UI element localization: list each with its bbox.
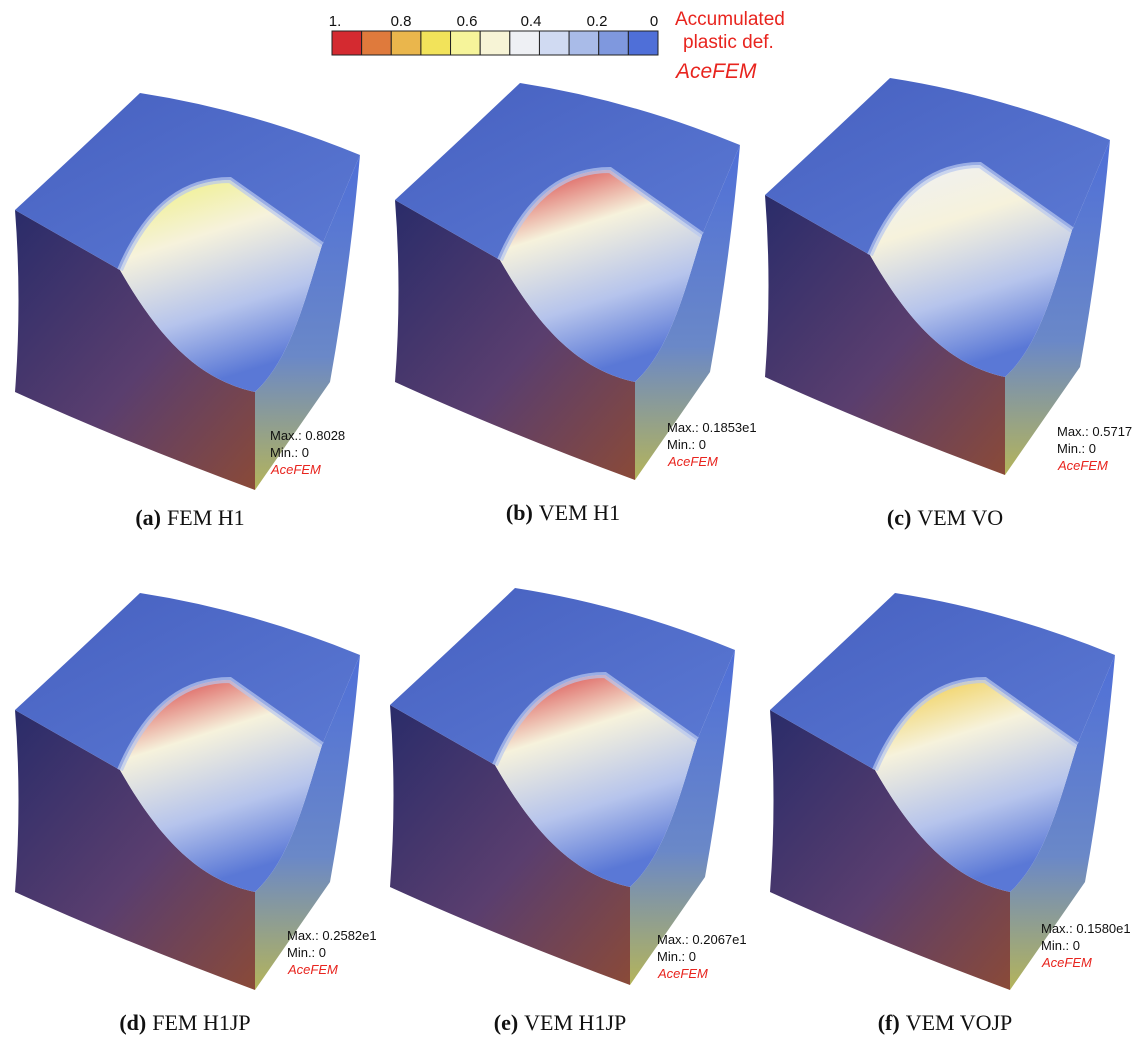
min-label: Min.: 0 xyxy=(657,949,696,964)
colorbar-cell xyxy=(450,30,481,56)
caption: (f) VEM VOJP xyxy=(878,1010,1013,1035)
face-left xyxy=(15,210,255,490)
cut-rim xyxy=(117,676,324,772)
cut-surface xyxy=(870,165,1072,377)
cut-surface xyxy=(500,170,702,382)
colorbar-tick-label: 0.4 xyxy=(521,13,542,30)
legend-title: plastic def. xyxy=(683,32,774,53)
face-right xyxy=(1010,655,1115,990)
colorbar-tick-label: 1. xyxy=(329,13,342,30)
face-top xyxy=(15,93,360,270)
cut-rim xyxy=(867,161,1074,257)
colorbar-cell xyxy=(509,30,540,56)
cut-surface xyxy=(875,680,1077,892)
panel-texts: Max.: 0.8028 Min.: 0 AceFEM (a) FEM H1 Max.: … xyxy=(119,420,1132,1035)
colorbar-cell xyxy=(627,30,659,56)
cubes xyxy=(15,78,1115,990)
cut-rim xyxy=(117,176,324,272)
caption-label: (f) xyxy=(878,1010,900,1035)
face-right xyxy=(255,655,360,990)
colorbar-cell xyxy=(598,30,629,56)
colorbar-tick-label: 0.2 xyxy=(587,13,608,30)
software-label: AceFEM xyxy=(1057,458,1108,473)
caption-text: VEM VO xyxy=(917,505,1003,530)
cut-rim xyxy=(872,676,1079,772)
caption: (a) FEM H1 xyxy=(135,505,244,530)
caption-text: FEM H1JP xyxy=(152,1010,250,1035)
face-left xyxy=(770,710,1010,990)
software-label: AceFEM xyxy=(287,962,338,977)
face-right xyxy=(255,155,360,490)
max-label: Max.: 0.2067e1 xyxy=(657,932,747,947)
software-label: AceFEM xyxy=(667,454,718,469)
cube-render xyxy=(390,588,735,985)
colorbar-tick-label: 0.8 xyxy=(391,13,412,30)
software-label: AceFEM xyxy=(270,462,321,477)
min-label: Min.: 0 xyxy=(1041,938,1080,953)
colorbar-cell xyxy=(568,30,600,56)
software-label: AceFEM xyxy=(1041,955,1092,970)
min-label: Min.: 0 xyxy=(667,437,706,452)
caption-label: (b) xyxy=(506,500,533,525)
caption: (e) VEM H1JP xyxy=(494,1010,627,1035)
caption-text: FEM H1 xyxy=(167,505,245,530)
legend-software: AceFEM xyxy=(674,60,757,83)
caption-text: VEM H1 xyxy=(539,500,620,525)
face-top xyxy=(395,83,740,260)
max-label: Max.: 0.5717 xyxy=(1057,424,1132,439)
face-left xyxy=(390,705,630,985)
face-top xyxy=(770,593,1115,770)
colorbar-cell xyxy=(331,30,363,56)
caption-label: (e) xyxy=(494,1010,518,1035)
cube-render xyxy=(395,83,740,480)
min-label: Min.: 0 xyxy=(287,945,326,960)
cut-surface xyxy=(120,680,322,892)
min-label: Min.: 0 xyxy=(270,445,309,460)
face-right xyxy=(1005,140,1110,475)
cube-render xyxy=(15,93,360,490)
caption: (c) VEM VO xyxy=(887,505,1003,530)
face-top xyxy=(765,78,1110,255)
colorbar-cell xyxy=(361,30,392,56)
caption-label: (a) xyxy=(135,505,161,530)
caption: (d) FEM H1JP xyxy=(119,1010,250,1035)
face-left xyxy=(395,200,635,480)
colorbar: 1. 0.8 0.6 0.4 0.2 0 xyxy=(329,13,659,56)
caption-text: VEM VOJP xyxy=(906,1010,1013,1035)
legend-title: Accumulated xyxy=(675,9,785,30)
colorbar-tick-label: 0.6 xyxy=(457,13,478,30)
max-label: Max.: 0.1580e1 xyxy=(1041,921,1131,936)
cut-surface xyxy=(120,180,322,392)
cut-rim xyxy=(497,166,704,262)
cut-rim xyxy=(492,671,699,767)
software-label: AceFEM xyxy=(657,966,708,981)
cut-surface xyxy=(495,675,697,887)
face-right xyxy=(630,650,735,985)
face-top xyxy=(390,588,735,765)
colorbar-cell xyxy=(390,30,422,56)
cube-render xyxy=(770,593,1115,990)
cube-render xyxy=(15,593,360,990)
face-left xyxy=(765,195,1005,475)
colorbar-tick-label: 0 xyxy=(650,13,658,30)
face-top xyxy=(15,593,360,770)
colorbar-cell xyxy=(479,30,511,56)
caption: (b) VEM H1 xyxy=(506,500,620,525)
caption-label: (c) xyxy=(887,505,911,530)
face-left xyxy=(15,710,255,990)
min-label: Min.: 0 xyxy=(1057,441,1096,456)
max-label: Max.: 0.2582e1 xyxy=(287,928,377,943)
max-label: Max.: 0.1853e1 xyxy=(667,420,757,435)
cube-render xyxy=(765,78,1110,475)
caption-label: (d) xyxy=(119,1010,146,1035)
max-label: Max.: 0.8028 xyxy=(270,428,345,443)
caption-text: VEM H1JP xyxy=(524,1010,626,1035)
colorbar-cell xyxy=(420,30,452,56)
colorbar-cell xyxy=(538,30,570,56)
face-right xyxy=(635,145,740,480)
